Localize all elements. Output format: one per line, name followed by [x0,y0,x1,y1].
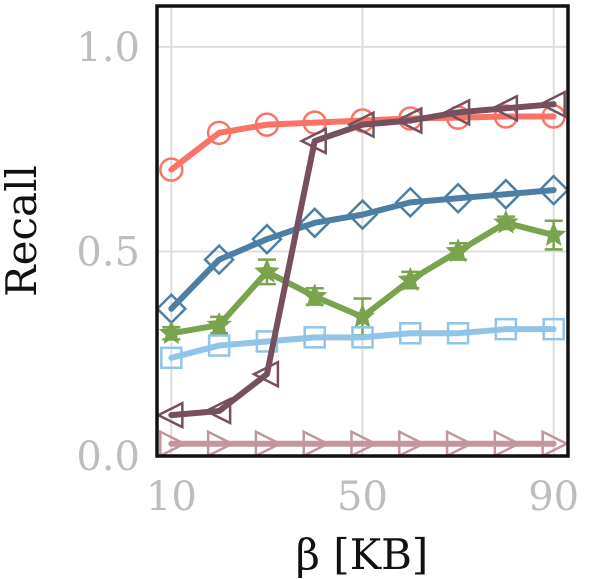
y-tick-label: 1.0 [76,25,140,71]
series-line [168,187,557,312]
y-tick-label: 0.0 [76,434,140,480]
y-axis-label: Recall [0,165,46,297]
data-point [206,311,232,336]
data-point [346,110,375,139]
data-point [298,126,327,156]
data-point [541,221,567,246]
data-point [394,106,423,135]
data-point [254,429,283,458]
data-point [254,258,280,283]
data-point [206,120,232,146]
series-triangle-left [155,90,566,430]
data-point [542,317,565,341]
data-point [255,330,279,353]
x-tick-label: 50 [337,474,388,520]
data-point [159,157,184,182]
grid-lines [157,6,568,457]
x-axis-label: β [KB] [296,530,429,579]
series-star [158,209,567,344]
data-point [394,186,427,219]
data-point [442,98,471,127]
data-point [537,174,570,206]
data-point [251,360,280,389]
data-point [445,238,471,263]
x-tick-label: 90 [528,474,579,520]
data-point [442,182,474,215]
data-point [206,429,235,458]
y-tick-label: 0.5 [76,229,140,275]
data-point [203,396,232,426]
data-point [302,283,328,308]
data-point [350,429,379,458]
data-point [302,429,331,458]
data-point [490,178,522,210]
series-lines [155,90,570,458]
data-point [298,207,331,239]
series-triangle-right [159,429,570,458]
data-point [254,112,280,137]
data-point [399,322,422,345]
data-point [346,198,379,231]
series-line [168,113,557,173]
data-point [159,429,188,458]
data-point [155,401,184,430]
data-point [160,346,183,370]
series-line [168,326,557,361]
data-point [446,322,470,345]
data-point [351,326,374,349]
data-point [158,320,184,344]
data-point [493,429,522,458]
data-point [251,223,283,255]
data-point [537,90,566,119]
tick-labels: 10 50 90 0.0 0.5 1.0 [76,25,579,520]
data-point [303,326,326,349]
data-point [349,303,376,328]
data-point [493,209,519,234]
data-point [397,266,423,291]
data-point [203,243,235,276]
data-point [445,429,474,458]
series-square [160,317,565,370]
plot-frame [155,4,570,458]
data-point [494,317,518,341]
data-point [398,429,427,458]
data-point [490,94,519,123]
data-point [541,429,570,458]
series-line [168,101,557,419]
series-diamond [155,174,570,325]
x-tick-label: 10 [146,474,197,520]
data-point [207,334,231,357]
